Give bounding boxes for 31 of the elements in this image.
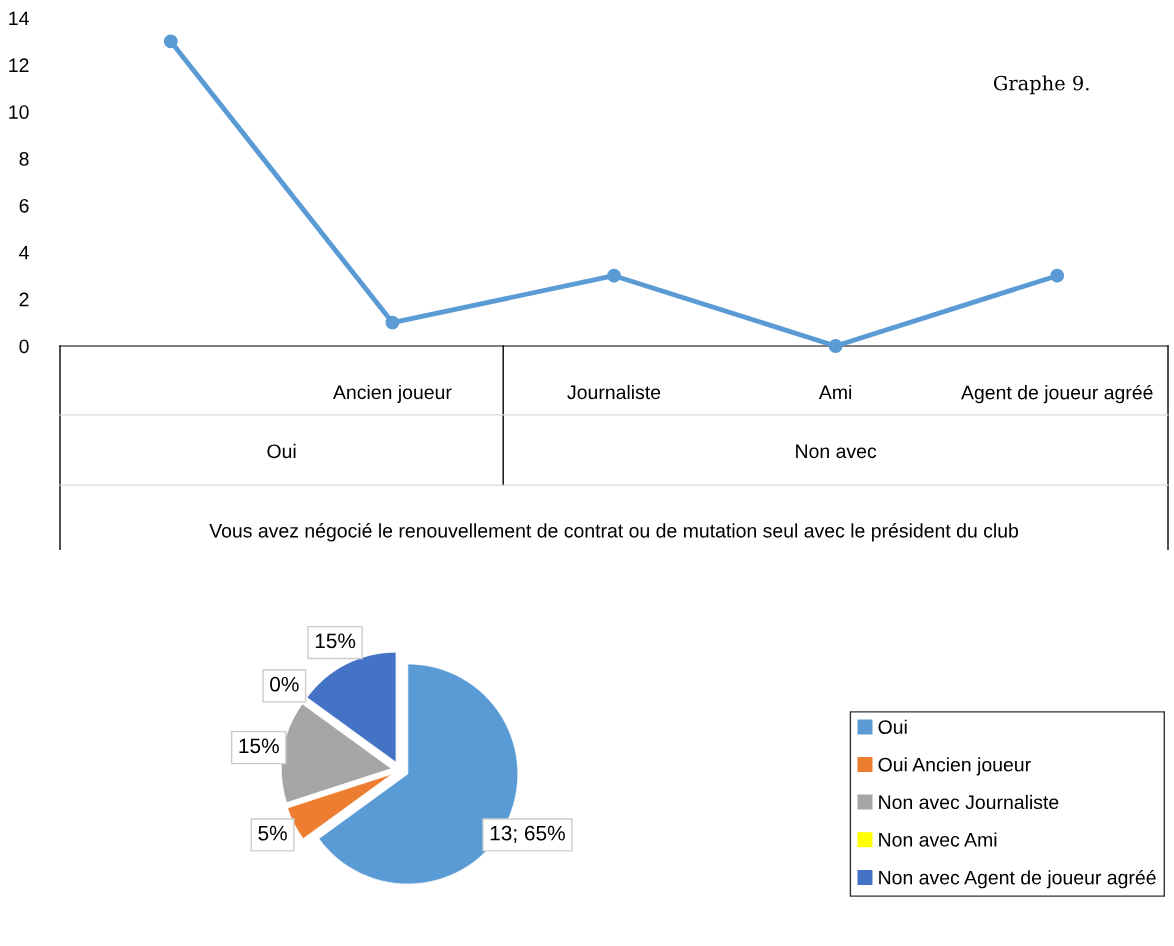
point <box>1050 268 1065 283</box>
y-tick-label: 0 <box>19 339 29 354</box>
x-tick-label: Ancien joueur <box>332 384 452 404</box>
y-tick-label: 6 <box>19 198 29 213</box>
text: Graphe 9. <box>993 75 1089 95</box>
text: Non avec <box>796 444 877 459</box>
y-tick-label: 12 <box>9 58 29 72</box>
y-tick-label: 8 <box>19 152 29 166</box>
legend-label: Oui <box>878 719 907 734</box>
x-tick-label: Ami <box>818 384 852 399</box>
x-axis-title: Vous avez négocié le renouvellement de contrat ou de mutation seul avec le président du club <box>209 523 1019 542</box>
data-label: 15% <box>239 738 279 754</box>
point <box>385 315 400 330</box>
x-tick-label: Agent de joueur agréé <box>961 384 1153 404</box>
y-tick-label: 2 <box>19 292 29 307</box>
legend-label: Non avec Agent de joueur agréé <box>879 869 1156 889</box>
legend-label: Non avec Journaliste <box>879 794 1059 810</box>
x-tick-label: Journaliste <box>567 384 661 400</box>
text: 0% <box>270 676 299 692</box>
point <box>607 268 621 283</box>
legend-label: Non avec Ami <box>879 832 997 847</box>
text: Oui <box>267 443 296 459</box>
y-tick-label: 14 <box>9 11 29 26</box>
point <box>163 34 178 49</box>
point <box>828 339 843 353</box>
data-label: 5% <box>258 825 287 841</box>
legend-label: Oui Ancien joueur <box>878 757 1031 776</box>
data-label: 13; 65% <box>490 825 565 843</box>
y-tick-label: 10 <box>9 105 29 119</box>
y-tick-label: 4 <box>19 245 29 260</box>
data-label: 15% <box>315 633 356 649</box>
